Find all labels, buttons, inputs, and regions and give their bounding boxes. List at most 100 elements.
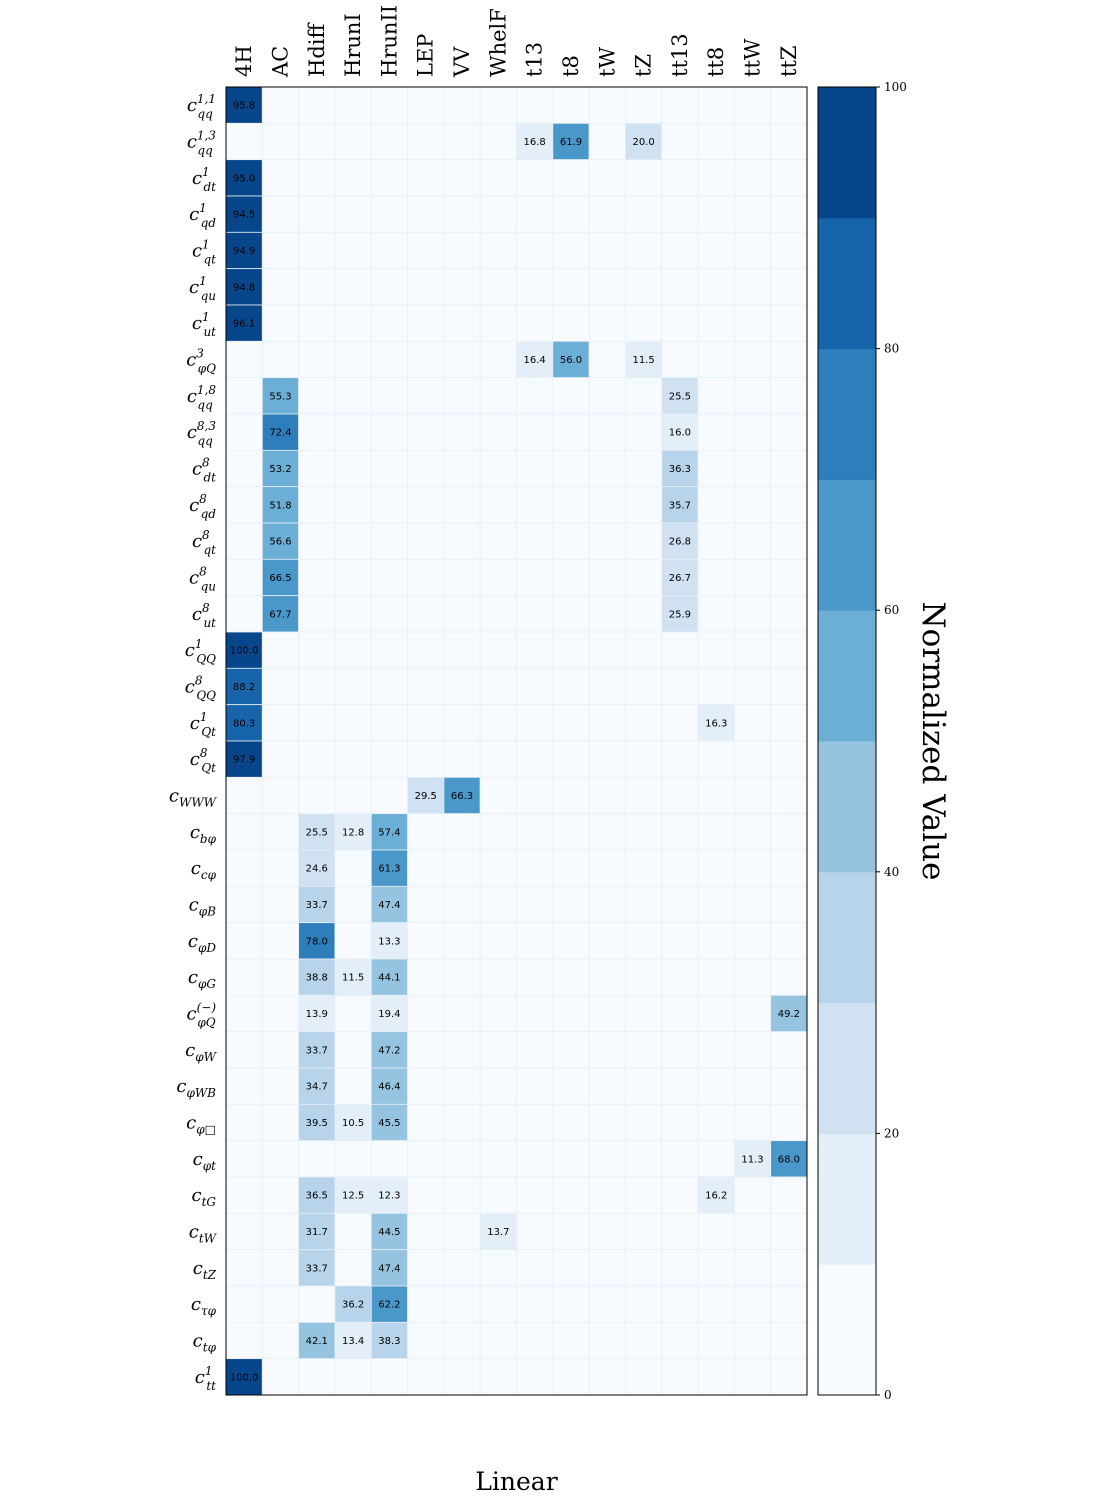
heatmap-cell-r30-ttz [770, 1176, 808, 1214]
heatmap-cell-r3-ac [261, 195, 300, 233]
heatmap-cell-r4-tw [588, 231, 626, 270]
heatmap-cell-r14-hruni [334, 595, 372, 633]
heatmap-cell-r7-hruni [334, 340, 372, 379]
heatmap-cell-r19-t13 [516, 776, 554, 815]
heatmap-cell-r34-tt8 [697, 1321, 735, 1360]
heatmap-cell-r18-ac [261, 740, 300, 778]
heatmap-cell-r26-t8 [552, 1031, 590, 1069]
heatmap-cell-r25-lep [407, 994, 445, 1033]
heatmap-cell-r2-tt13 [661, 159, 699, 197]
cell-value-label: 67.7 [269, 609, 291, 620]
heatmap-cell-r18-vv [443, 740, 481, 778]
row-label-7: c3 φQ [186, 347, 216, 376]
heatmap-cell-r8-tt8 [697, 377, 735, 415]
heatmap-cell-r17-ttz [770, 704, 808, 742]
cell-value-label: 12.8 [342, 827, 364, 838]
heatmap-cell-r18-4h [225, 740, 263, 778]
heatmap-cell-r5-whelf [479, 268, 517, 306]
heatmap-cell-r25-tt13 [661, 994, 699, 1033]
row-label-28: cφ□ [186, 1113, 216, 1137]
heatmap-cell-r20-t8 [552, 813, 590, 851]
heatmap-cell-r7-t8 [552, 340, 590, 379]
heatmap-cell-r4-lep [407, 231, 445, 270]
colorbar-band-1 [818, 1133, 876, 1265]
heatmap-cell-r35-tt8 [697, 1358, 735, 1396]
heatmap-cell-r23-ttw [733, 922, 772, 960]
cell-value-label: 94.5 [233, 210, 255, 221]
row-label-1: c1,3 qq [187, 129, 217, 158]
colorbar-ticks: 0 20 40 60 80 100 [876, 80, 907, 1402]
heatmap-cell-r11-whelf [479, 486, 517, 524]
cell-value-label: 56.6 [269, 537, 291, 548]
heatmap-cell-labels: 95.8 16.8 61.9 20.0 95.0 94.5 94.9 94.8 96.1 16.4… [230, 101, 800, 1384]
row-label-32: ctZ [193, 1258, 217, 1282]
heatmap-cell-r7-t13 [516, 340, 554, 379]
heatmap-cell-r14-ttw [733, 595, 772, 633]
column-label-4h: 4H [232, 45, 256, 77]
heatmap-cell-r34-lep [407, 1321, 445, 1360]
heatmap-cell-r23-ac [261, 922, 300, 960]
heatmap-cell-r15-tt8 [697, 631, 735, 669]
heatmap-cell-r20-hdiff [298, 813, 336, 851]
heatmap-cell-r30-hdiff [298, 1176, 336, 1214]
heatmap-cell-r31-ttz [770, 1212, 808, 1251]
heatmap-cell-r31-lep [407, 1212, 445, 1251]
heatmap-cell-r7-hdiff [298, 340, 336, 379]
heatmap-cell-r24-ttw [733, 958, 772, 996]
heatmap-cell-r23-tt8 [697, 922, 735, 960]
heatmap-cell-r31-tw [588, 1212, 626, 1251]
row-label-25: c(−) φQ [186, 1001, 216, 1030]
heatmap-cell-r12-vv [443, 522, 481, 560]
heatmap-cell-r1-tt13 [661, 122, 699, 161]
heatmap-cell-r7-vv [443, 340, 481, 379]
heatmap-cell-r35-hrunii [370, 1358, 408, 1396]
heatmap-cell-r29-ac [261, 1140, 300, 1178]
cell-value-label: 16.4 [524, 355, 546, 366]
heatmap-cell-r5-ac [261, 268, 300, 306]
heatmap-cell-r22-t8 [552, 885, 590, 924]
heatmap-cell-r26-ttw [733, 1031, 772, 1069]
heatmap-cell-r34-hrunii [370, 1321, 408, 1360]
row-label-17: c1 Qt [190, 710, 216, 739]
heatmap-cell-r5-hdiff [298, 268, 336, 306]
heatmap-cell-r28-ac [261, 1103, 300, 1142]
heatmap-cell-r2-tz [625, 159, 663, 197]
colorbar-tick-label: 20 [884, 1126, 899, 1140]
colorbar-band-4 [818, 741, 876, 873]
heatmap-cell-r28-tw [588, 1103, 626, 1142]
row-label-9: c8,3 qq [187, 419, 217, 448]
colorbar-band-9 [818, 87, 876, 219]
heatmap-cell-r22-whelf [479, 885, 517, 924]
heatmap-cell-r4-whelf [479, 231, 517, 270]
heatmap-cell-r35-t13 [516, 1358, 554, 1396]
heatmap-cell-r17-ac [261, 704, 300, 742]
heatmap-cell-r33-t8 [552, 1285, 590, 1323]
heatmap-cell-r18-hrunii [370, 740, 408, 778]
row-label-31: ctW [189, 1222, 218, 1246]
heatmap-cell-r15-hdiff [298, 631, 336, 669]
heatmap-cell-r17-t13 [516, 704, 554, 742]
heatmap-cell-r13-t13 [516, 558, 554, 597]
heatmap-cell-r0-tt13 [661, 86, 699, 124]
heatmap-cell-r27-4h [225, 1067, 263, 1105]
row-label-13: c8 qu [189, 565, 216, 594]
heatmap-cell-r8-tz [625, 377, 663, 415]
heatmap-cell-r25-tt8 [697, 994, 735, 1033]
heatmap-cell-r35-hruni [334, 1358, 372, 1396]
column-label-ac: AC [268, 46, 292, 78]
heatmap-cell-r11-hdiff [298, 486, 336, 524]
heatmap-cell-r10-whelf [479, 449, 517, 488]
heatmap-cell-r29-ttw [733, 1140, 772, 1178]
heatmap-cell-r13-ttw [733, 558, 772, 597]
heatmap-cell-r26-hrunii [370, 1031, 408, 1069]
cell-value-label: 25.5 [669, 391, 691, 402]
heatmap-cell-r29-whelf [479, 1140, 517, 1178]
heatmap-cell-r9-4h [225, 413, 263, 451]
heatmap-cell-r14-tw [588, 595, 626, 633]
heatmap-cell-r14-lep [407, 595, 445, 633]
heatmap-cell-r28-hrunii [370, 1103, 408, 1142]
row-label-5: c1 qu [189, 274, 216, 303]
heatmap-cell-r2-hdiff [298, 159, 336, 197]
heatmap-cell-r18-tw [588, 740, 626, 778]
heatmap-cell-r19-tw [588, 776, 626, 815]
